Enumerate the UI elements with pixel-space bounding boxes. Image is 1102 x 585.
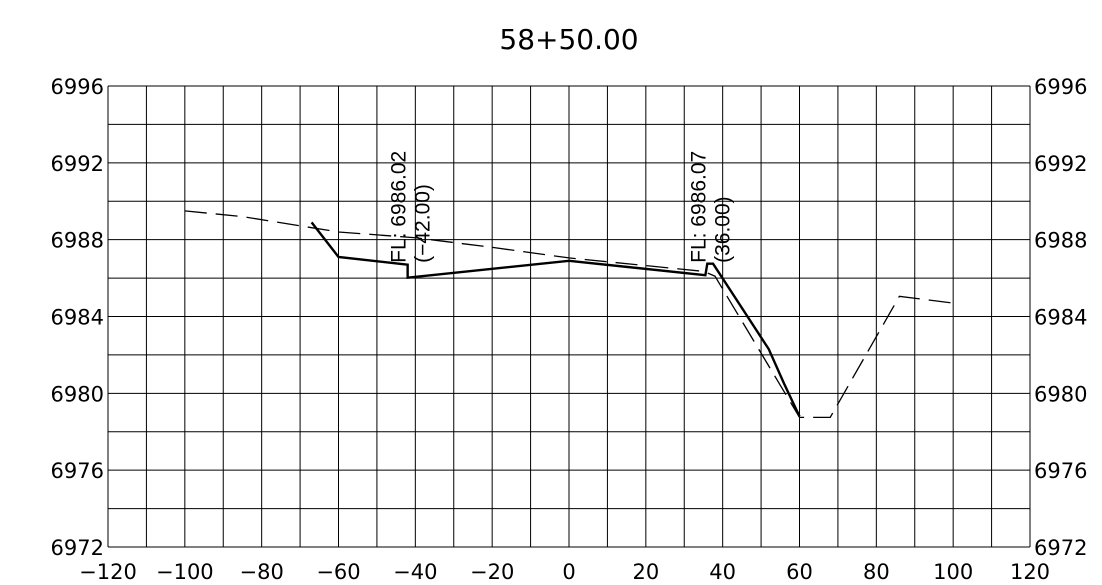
y-axis-left: 6972 6976 6980 6984 6988 6992 6996 [51,75,104,560]
x-tick-label: −120 [79,560,137,584]
y-tick-label-right: 6984 [1034,306,1087,330]
y-tick-label-left: 6976 [51,459,104,483]
annotation-label: FL: 6986.02 [388,151,411,263]
annotation-label: FL: 6986.07 [687,151,710,263]
x-tick-label: −40 [393,560,437,584]
annotation-label: (−42.00) [412,184,435,263]
y-tick-label-right: 6992 [1034,152,1087,176]
y-tick-label-left: 6996 [51,75,104,99]
x-tick-label: 20 [632,560,659,584]
x-tick-label: −20 [470,560,514,584]
x-tick-label: −100 [156,560,214,584]
series-lines [184,210,954,418]
x-tick-label: 0 [562,560,575,584]
y-tick-label-right: 6988 [1034,229,1087,253]
x-tick-label: 80 [863,560,890,584]
y-tick-label-right: 6996 [1034,75,1087,99]
x-tick-label: 40 [709,560,736,584]
x-tick-label: −60 [316,560,360,584]
x-tick-label: −80 [240,560,284,584]
y-tick-label-right: 6976 [1034,459,1087,483]
series-line-existing-ground [184,210,954,418]
y-tick-label-left: 6992 [51,152,104,176]
y-tick-label-left: 6972 [51,536,104,560]
annotation-label: (36.00) [711,196,734,263]
y-tick-label-right: 6972 [1034,536,1087,560]
grid [107,85,1031,548]
x-axis: −120 −100 −80 −60 −40 −20 0 20 40 60 80 100 120 [79,560,1050,584]
annotations: FL: 6986.02 (−42.00) FL: 6986.07 (36.00) [388,151,735,263]
y-tick-label-left: 6988 [51,229,104,253]
x-tick-label: 120 [1010,560,1050,584]
chart-title: 58+50.00 [499,23,638,56]
y-axis-right: 6972 6976 6980 6984 6988 6992 6996 [1034,75,1087,560]
y-tick-label-left: 6980 [51,382,104,406]
series-line-proposed [310,221,801,417]
y-tick-label-left: 6984 [51,306,104,330]
x-tick-label: 60 [786,560,813,584]
x-tick-label: 100 [933,560,973,584]
y-tick-label-right: 6980 [1034,382,1087,406]
